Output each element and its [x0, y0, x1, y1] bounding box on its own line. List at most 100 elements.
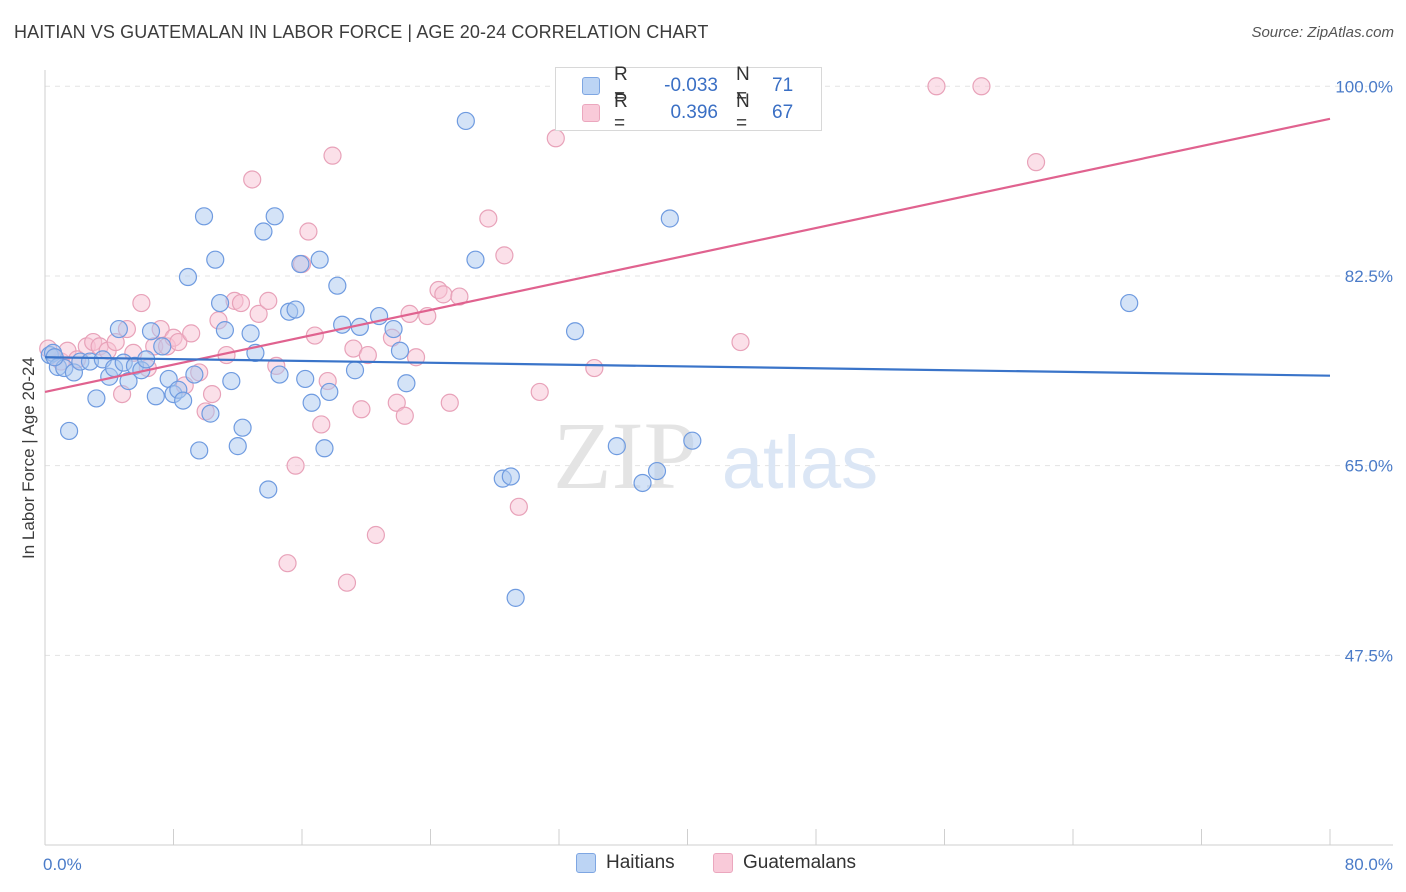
- x-tick-label: 0.0%: [43, 855, 82, 874]
- legend-item-haitians: Haitians: [576, 852, 675, 874]
- haitians-point: [259, 480, 278, 499]
- haitians-point: [286, 300, 305, 319]
- watermark-atlas: atlas: [722, 421, 878, 504]
- guatemalans-swatch: [582, 104, 600, 122]
- haitians-point: [647, 461, 667, 481]
- haitians-point: [501, 467, 520, 486]
- haitians-point: [345, 361, 365, 380]
- guatemalans-point: [337, 573, 357, 592]
- haitians-point: [222, 371, 241, 391]
- haitians-point: [185, 365, 204, 384]
- haitians-point: [87, 389, 106, 408]
- guatemalans-points: [39, 77, 1046, 592]
- guatemalans-point: [299, 222, 318, 241]
- legend-label-haitians: Haitians: [606, 852, 675, 873]
- haitians-point: [201, 404, 220, 423]
- haitians-point: [310, 250, 329, 269]
- guatemalans-point: [546, 129, 565, 148]
- guatemalans-point: [312, 415, 331, 434]
- haitians-point: [397, 374, 416, 393]
- r-label: R =: [614, 91, 628, 134]
- guatemalans-point: [202, 384, 222, 404]
- guatemalans-point: [249, 304, 268, 323]
- series-legend: Haitians Guatemalans: [0, 852, 1406, 876]
- r-value-haitians: -0.033: [664, 75, 718, 96]
- haitians-points: [40, 111, 1139, 607]
- guatemalans-point: [585, 358, 604, 378]
- haitians-point: [141, 322, 161, 341]
- guatemalans-point: [479, 209, 498, 228]
- guatemalans-point: [509, 497, 528, 516]
- haitians-point: [174, 391, 193, 410]
- trend-lines: [44, 117, 1331, 393]
- haitians-point: [683, 431, 702, 450]
- guatemalans-point: [358, 345, 377, 365]
- r-label: R =: [614, 64, 628, 107]
- guatemalans-point: [387, 393, 406, 412]
- guatemalans-point: [440, 393, 459, 412]
- haitians-point: [241, 324, 260, 343]
- haitians-point: [291, 254, 310, 274]
- haitians-point: [194, 207, 214, 226]
- haitians-point: [146, 387, 165, 406]
- haitians-swatch: [582, 77, 600, 95]
- haitians-point: [633, 473, 652, 493]
- haitians-point: [265, 207, 284, 226]
- guatemalans-point: [286, 456, 305, 475]
- haitians-point: [254, 222, 273, 241]
- haitians-point: [315, 439, 334, 458]
- y-tick-label: 65.0%: [1345, 457, 1393, 476]
- haitians-point: [178, 267, 198, 287]
- watermark-zip: ZIP: [553, 402, 697, 509]
- n-value-guatemalans: 67: [772, 102, 794, 123]
- n-label: N =: [736, 91, 750, 134]
- axes: [44, 70, 1393, 846]
- haitians-point: [59, 421, 79, 441]
- watermark: ZIP atlas: [553, 402, 878, 509]
- guatemalans-point: [352, 400, 371, 419]
- haitians-point: [270, 365, 289, 384]
- guatemalans-trend-line: [44, 117, 1331, 393]
- haitians-point: [109, 319, 128, 339]
- guatemalans-point: [1026, 153, 1046, 172]
- r-value-guatemalans: 0.396: [670, 102, 718, 123]
- haitians-point: [119, 371, 138, 391]
- haitians-legend-swatch: [576, 853, 596, 873]
- haitians-point: [302, 393, 321, 412]
- legend-item-guatemalans: Guatemalans: [713, 852, 856, 874]
- haitians-point: [384, 319, 403, 339]
- guatemalans-point: [132, 293, 151, 313]
- haitians-point: [660, 209, 679, 228]
- haitians-point: [390, 341, 410, 360]
- haitians-point: [328, 276, 347, 295]
- y-tick-label: 100.0%: [1335, 77, 1393, 96]
- tick-labels: 100.0% 82.5% 65.0% 47.5% 0.0% 80.0%: [43, 77, 1393, 874]
- haitians-point: [190, 441, 209, 460]
- haitians-point: [456, 111, 475, 131]
- guatemalans-point: [972, 77, 991, 96]
- haitians-point: [1120, 293, 1139, 313]
- x-tick-label: 80.0%: [1345, 855, 1393, 874]
- legend-label-guatemalans: Guatemalans: [743, 852, 857, 873]
- haitians-point: [206, 250, 225, 269]
- guatemalans-point: [182, 324, 201, 343]
- haitians-point: [215, 321, 234, 340]
- n-label: N =: [736, 64, 750, 107]
- haitians-point: [153, 337, 172, 356]
- haitians-point: [233, 418, 252, 437]
- guatemalans-point: [395, 406, 414, 425]
- guatemalans-point: [450, 287, 469, 306]
- haitians-point: [210, 293, 230, 313]
- haitians-point: [506, 588, 525, 607]
- grid-lines: [45, 85, 1393, 656]
- guatemalans-point: [366, 525, 385, 545]
- n-value-haitians: 71: [772, 75, 794, 96]
- guatemalans-point: [434, 285, 453, 304]
- haitians-point: [466, 250, 485, 269]
- chart-source: Source: ZipAtlas.com: [1251, 24, 1394, 41]
- y-axis-label: In Labor Force | Age 20-24: [19, 357, 38, 559]
- haitians-point: [228, 437, 247, 456]
- guatemalans-point: [231, 293, 251, 313]
- y-tick-label: 82.5%: [1345, 267, 1393, 286]
